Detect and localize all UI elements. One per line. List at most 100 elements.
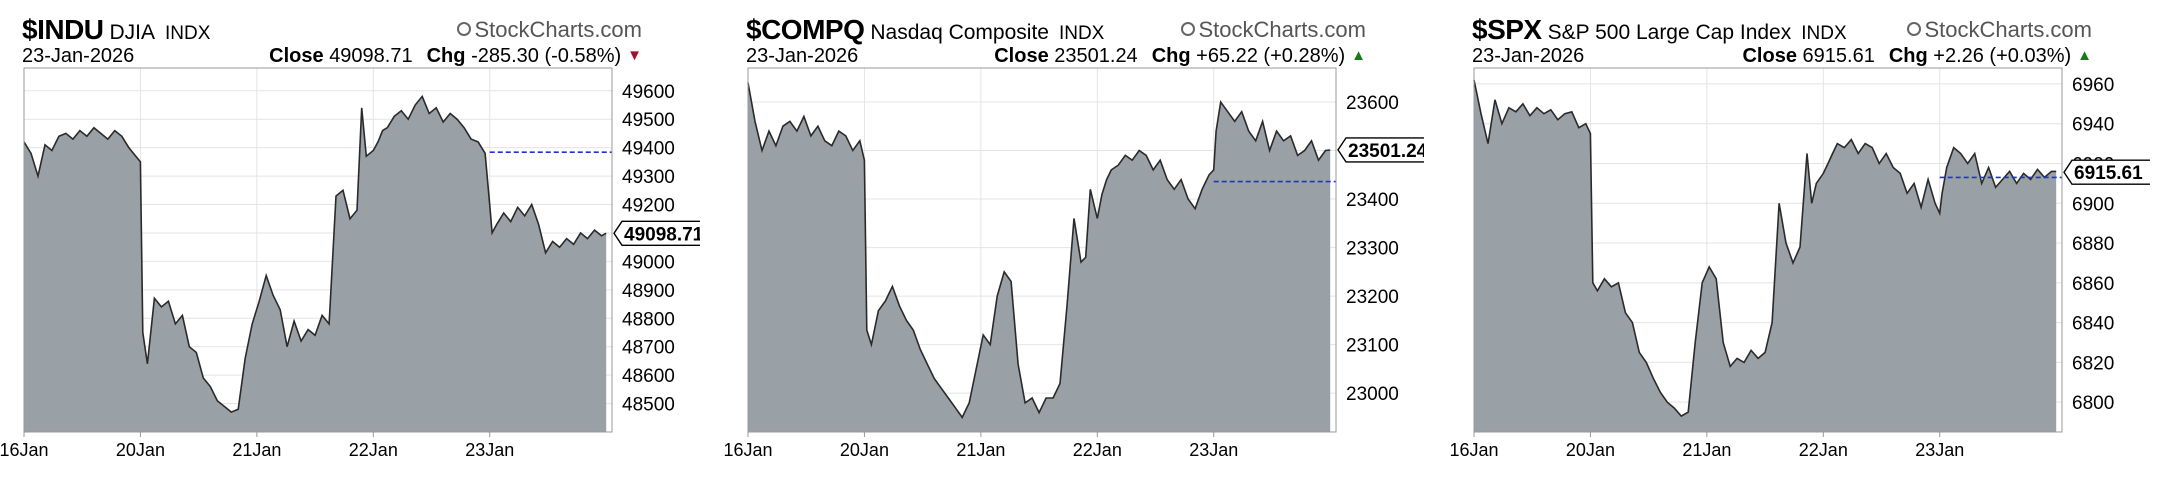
y-tick-label: 49400: [622, 139, 675, 160]
price-line: [747, 82, 1331, 419]
source-text: StockCharts.com: [1924, 17, 2093, 42]
y-tick-label: 23100: [1346, 336, 1399, 357]
y-tick-label: 23000: [1346, 384, 1399, 405]
exchange: INDX: [1801, 23, 1847, 44]
y-tick-label: 6820: [2072, 353, 2114, 374]
last-value-label: 49098.71: [624, 224, 700, 245]
y-tick-label: 48800: [622, 309, 675, 330]
copyright-icon: [1180, 22, 1195, 37]
price-line: [23, 94, 607, 414]
y-tick-label: 23400: [1346, 190, 1399, 211]
index-name: Nasdaq Composite: [870, 21, 1049, 44]
date: 23-Jan-2026: [22, 45, 135, 67]
y-tick-label: 6960: [2072, 75, 2114, 96]
price-area: [748, 82, 1331, 432]
y-tick-label: 6880: [2072, 234, 2114, 255]
source-brand: StockCharts.com: [456, 17, 643, 43]
y-tick-label: 49300: [622, 167, 675, 188]
y-tick-label: 49600: [622, 82, 675, 103]
price-area: [1474, 79, 2057, 433]
chart-panel-spx: $SPX S&P 500 Large Cap Index INDX StockCha…: [1450, 0, 2150, 486]
x-tick-label: 16Jan: [1450, 440, 1499, 460]
y-tick-label: 6840: [2072, 314, 2114, 335]
symbol: $SPX: [1472, 14, 1542, 45]
close-value: 23501.24: [1054, 45, 1138, 67]
x-tick-label: 23Jan: [1189, 440, 1238, 460]
x-tick-label: 23Jan: [465, 440, 514, 460]
y-tick-label: 48600: [622, 366, 675, 387]
quote-line: 23-Jan-2026 Close 23501.24 Chg +65.22 (+0…: [746, 45, 1406, 71]
last-value-label: 6915.61: [2074, 163, 2143, 184]
x-tick-label: 16Jan: [0, 440, 49, 460]
last-value-callout: 23501.24: [1337, 137, 1424, 163]
quote-line: 23-Jan-2026 Close 49098.71 Chg -285.30 (-…: [22, 45, 682, 71]
source-text: StockCharts.com: [1198, 17, 1367, 42]
copyright-icon: [456, 22, 471, 37]
exchange: INDX: [165, 23, 211, 44]
quote-values: Close 23501.24 Chg +65.22 (+0.28%) ▲: [980, 45, 1366, 68]
y-tick-label: 6860: [2072, 274, 2114, 295]
y-tick-label: 49500: [622, 110, 675, 131]
price-area: [24, 96, 607, 433]
copyright-icon: [1906, 22, 1921, 37]
y-tick-label: 6800: [2072, 393, 2114, 414]
x-tick-label: 20Jan: [1566, 440, 1615, 460]
symbol: $COMPQ: [746, 14, 865, 45]
chart-panel-compq: $COMPQ Nasdaq Composite INDX StockCharts.c…: [724, 0, 1424, 486]
price-chart: 2300023100232002330023400235002360016Jan…: [724, 67, 1424, 460]
source-brand: StockCharts.com: [1906, 17, 2093, 43]
price-line: [1473, 79, 2057, 418]
y-tick-label: 48500: [622, 395, 675, 416]
x-tick-label: 16Jan: [724, 440, 773, 460]
y-tick-label: 49200: [622, 196, 675, 217]
close-label: Close: [269, 45, 324, 67]
chart-header: $INDU DJIA INDX StockCharts.com: [22, 14, 682, 46]
quote-values: Close 6915.61 Chg +2.26 (+0.03%) ▲: [1728, 45, 2092, 68]
change-label: Chg: [1151, 45, 1191, 67]
change-label: Chg: [426, 45, 466, 67]
change-value: +2.26 (+0.03%): [1933, 45, 2072, 67]
change-label: Chg: [1888, 45, 1928, 67]
chart-header: $COMPQ Nasdaq Composite INDX StockCharts.c…: [746, 14, 1406, 46]
y-tick-label: 6940: [2072, 115, 2114, 136]
date: 23-Jan-2026: [746, 45, 859, 67]
x-tick-label: 23Jan: [1915, 440, 1964, 460]
change-arrow-icon: ▼: [627, 47, 642, 64]
source-text: StockCharts.com: [474, 17, 643, 42]
quote-line: 23-Jan-2026 Close 6915.61 Chg +2.26 (+0.0…: [1472, 45, 2132, 71]
y-tick-label: 48900: [622, 281, 675, 302]
y-tick-label: 23600: [1346, 93, 1399, 114]
change-value: +65.22 (+0.28%): [1196, 45, 1346, 67]
close-label: Close: [1742, 45, 1797, 67]
close-value: 6915.61: [1802, 45, 1875, 67]
symbol: $INDU: [22, 14, 104, 45]
price-chart: 4850048600487004880048900490004910049200…: [0, 67, 700, 460]
x-tick-label: 20Jan: [116, 440, 165, 460]
y-tick-label: 23300: [1346, 239, 1399, 260]
chart-header: $SPX S&P 500 Large Cap Index INDX StockCha…: [1472, 14, 2132, 46]
x-tick-label: 20Jan: [840, 440, 889, 460]
date: 23-Jan-2026: [1472, 45, 1585, 67]
exchange: INDX: [1058, 23, 1105, 44]
last-value-callout: 49098.71: [613, 220, 700, 247]
last-value-box: [2063, 159, 2150, 185]
x-tick-label: 21Jan: [232, 440, 281, 460]
quote-values: Close 49098.71 Chg -285.30 (-0.58%) ▼: [255, 45, 642, 68]
source-brand: StockCharts.com: [1180, 17, 1367, 43]
x-tick-label: 22Jan: [1799, 440, 1848, 460]
x-tick-label: 21Jan: [1682, 440, 1731, 460]
y-tick-label: 48700: [622, 338, 675, 359]
y-tick-label: 49000: [622, 252, 675, 273]
last-value-callout: 6915.61: [2063, 159, 2150, 185]
last-value-box: [1337, 137, 1424, 163]
change-arrow-icon: ▲: [1351, 47, 1366, 64]
x-tick-label: 22Jan: [349, 440, 398, 460]
index-name: DJIA: [109, 21, 156, 44]
plot-frame: [747, 67, 1337, 433]
last-value-box: [613, 220, 700, 247]
price-chart: 68006820684068606880690069206940696016Ja…: [1450, 67, 2150, 460]
last-value-label: 23501.24: [1348, 141, 1424, 162]
change-value: -285.30 (-0.58%): [471, 45, 622, 67]
x-tick-label: 21Jan: [956, 440, 1005, 460]
